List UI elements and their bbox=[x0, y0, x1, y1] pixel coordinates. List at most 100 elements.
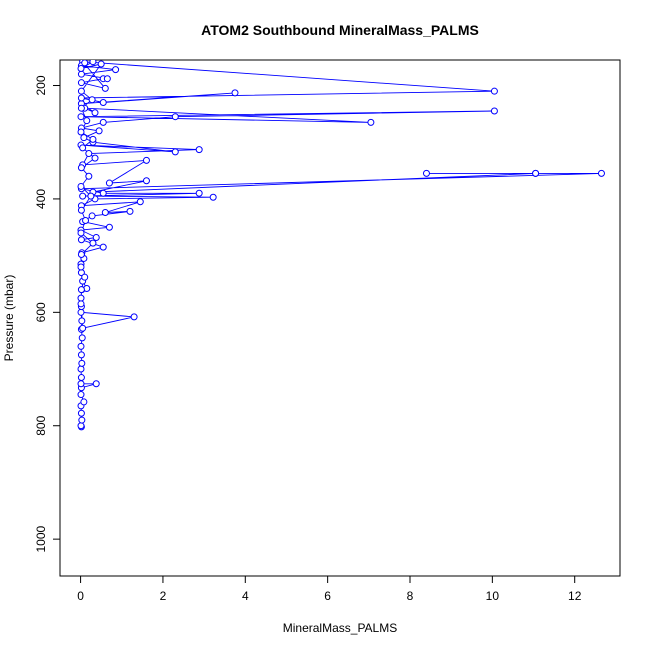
data-point bbox=[89, 60, 97, 66]
data-point bbox=[77, 374, 85, 382]
data-point bbox=[78, 359, 86, 367]
data-point bbox=[80, 398, 88, 406]
data-point bbox=[126, 207, 134, 215]
data-point bbox=[79, 192, 87, 200]
data-point bbox=[77, 422, 85, 430]
data-point bbox=[195, 189, 203, 197]
data-point bbox=[77, 286, 85, 294]
data-point bbox=[101, 84, 109, 92]
data-point bbox=[91, 109, 99, 117]
data-point bbox=[77, 113, 85, 121]
data-point bbox=[77, 250, 85, 258]
y-axis-label: Pressure (mbar) bbox=[2, 275, 16, 362]
data-point bbox=[79, 324, 87, 332]
data-point bbox=[97, 60, 105, 68]
x-tick-label: 10 bbox=[486, 589, 500, 603]
data-point bbox=[136, 198, 144, 206]
data-point bbox=[142, 177, 150, 185]
y-tick-label: 200 bbox=[34, 75, 48, 95]
series-layer bbox=[77, 60, 605, 431]
data-point bbox=[103, 75, 111, 83]
y-tick-label: 400 bbox=[34, 189, 48, 209]
data-point bbox=[101, 209, 109, 217]
data-point bbox=[80, 134, 88, 142]
data-point bbox=[209, 193, 217, 201]
data-point bbox=[88, 96, 96, 104]
data-point bbox=[82, 216, 90, 224]
chart-title: ATOM2 Southbound MineralMass_PALMS bbox=[201, 22, 479, 38]
x-tick-label: 4 bbox=[242, 589, 249, 603]
data-point bbox=[77, 128, 85, 136]
data-point bbox=[142, 156, 150, 164]
data-point bbox=[77, 229, 85, 237]
data-point bbox=[77, 236, 85, 244]
x-axis: 0 2 4 6 8 10 12 bbox=[77, 575, 582, 603]
data-point bbox=[79, 144, 87, 152]
data-point bbox=[231, 89, 239, 97]
data-point bbox=[77, 104, 85, 112]
data-point bbox=[95, 127, 103, 135]
data-point bbox=[171, 148, 179, 156]
data-point bbox=[77, 65, 85, 73]
data-point bbox=[532, 169, 540, 177]
data-point bbox=[105, 179, 113, 187]
data-point bbox=[77, 342, 85, 350]
data-point bbox=[171, 113, 179, 121]
x-tick-label: 0 bbox=[77, 589, 84, 603]
data-point bbox=[77, 70, 85, 78]
data-point bbox=[89, 239, 97, 247]
y-tick-label: 1000 bbox=[34, 525, 48, 552]
data-point bbox=[78, 416, 86, 424]
data-point bbox=[77, 391, 85, 399]
data-point bbox=[81, 60, 89, 67]
series-group bbox=[77, 60, 605, 431]
data-point bbox=[77, 182, 85, 190]
data-point bbox=[77, 409, 85, 417]
data-point bbox=[85, 172, 93, 180]
data-point bbox=[77, 206, 85, 214]
x-tick-label: 12 bbox=[568, 589, 582, 603]
data-point bbox=[85, 150, 93, 158]
data-point bbox=[422, 169, 430, 177]
data-point bbox=[99, 243, 107, 251]
data-point bbox=[77, 365, 85, 373]
data-point bbox=[130, 313, 138, 321]
data-point bbox=[99, 118, 107, 126]
data-point bbox=[99, 99, 107, 107]
data-point bbox=[77, 79, 85, 87]
data-point bbox=[77, 294, 85, 302]
data-point bbox=[77, 308, 85, 316]
data-point bbox=[88, 212, 96, 220]
y-tick-label: 800 bbox=[34, 415, 48, 435]
x-tick-label: 8 bbox=[407, 589, 414, 603]
x-tick-label: 6 bbox=[324, 589, 331, 603]
x-axis-label: MineralMass_PALMS bbox=[283, 621, 397, 635]
data-point bbox=[99, 189, 107, 197]
data-point bbox=[490, 107, 498, 115]
data-point bbox=[89, 135, 97, 143]
data-point bbox=[77, 94, 85, 102]
data-point bbox=[77, 87, 85, 95]
data-point bbox=[105, 223, 113, 231]
y-axis: 200 400 600 800 1000 bbox=[34, 75, 61, 552]
data-point bbox=[77, 300, 85, 308]
data-point bbox=[77, 164, 85, 172]
data-point bbox=[77, 263, 85, 271]
data-point bbox=[78, 334, 86, 342]
data-point bbox=[83, 117, 91, 125]
data-point bbox=[92, 380, 100, 388]
data-point bbox=[367, 118, 375, 126]
data-point bbox=[77, 380, 85, 388]
data-point bbox=[91, 154, 99, 162]
data-point bbox=[112, 66, 120, 74]
data-point bbox=[490, 87, 498, 95]
data-point bbox=[81, 273, 89, 281]
data-point bbox=[78, 317, 86, 325]
x-tick-label: 2 bbox=[160, 589, 167, 603]
data-point bbox=[77, 351, 85, 359]
data-point bbox=[597, 169, 605, 177]
data-point bbox=[195, 146, 203, 154]
data-point bbox=[87, 192, 95, 200]
